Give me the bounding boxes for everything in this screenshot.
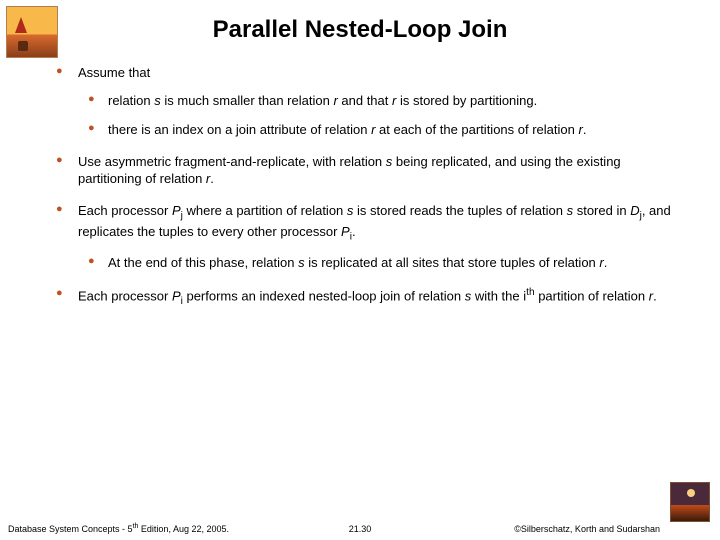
sunset-logo-icon: [670, 482, 710, 522]
slide-content: Assume that relation s is much smaller t…: [0, 64, 720, 308]
sub-bullet-relation-size: relation s is much smaller than relation…: [78, 92, 680, 110]
sub-bullet-index: there is an index on a join attribute of…: [78, 121, 680, 139]
footer-copyright: ©Silberschatz, Korth and Sudarshan: [514, 524, 660, 534]
slide-title: Parallel Nested-Loop Join: [0, 0, 720, 64]
sailboat-logo-icon: [6, 6, 58, 58]
bullet-text: Assume that: [78, 65, 150, 80]
bullet-assume: Assume that relation s is much smaller t…: [56, 64, 680, 139]
sub-bullet-replicated: At the end of this phase, relation s is …: [78, 254, 680, 272]
bullet-processor-join: Each processor Pi performs an indexed ne…: [56, 286, 680, 309]
bullet-fragment-replicate: Use asymmetric fragment-and-replicate, w…: [56, 153, 680, 188]
bullet-processor-reads: Each processor Pj where a partition of r…: [56, 202, 680, 272]
footer-slide-number: 21.30: [349, 524, 372, 534]
footer-left: Database System Concepts - 5th Edition, …: [8, 523, 229, 534]
